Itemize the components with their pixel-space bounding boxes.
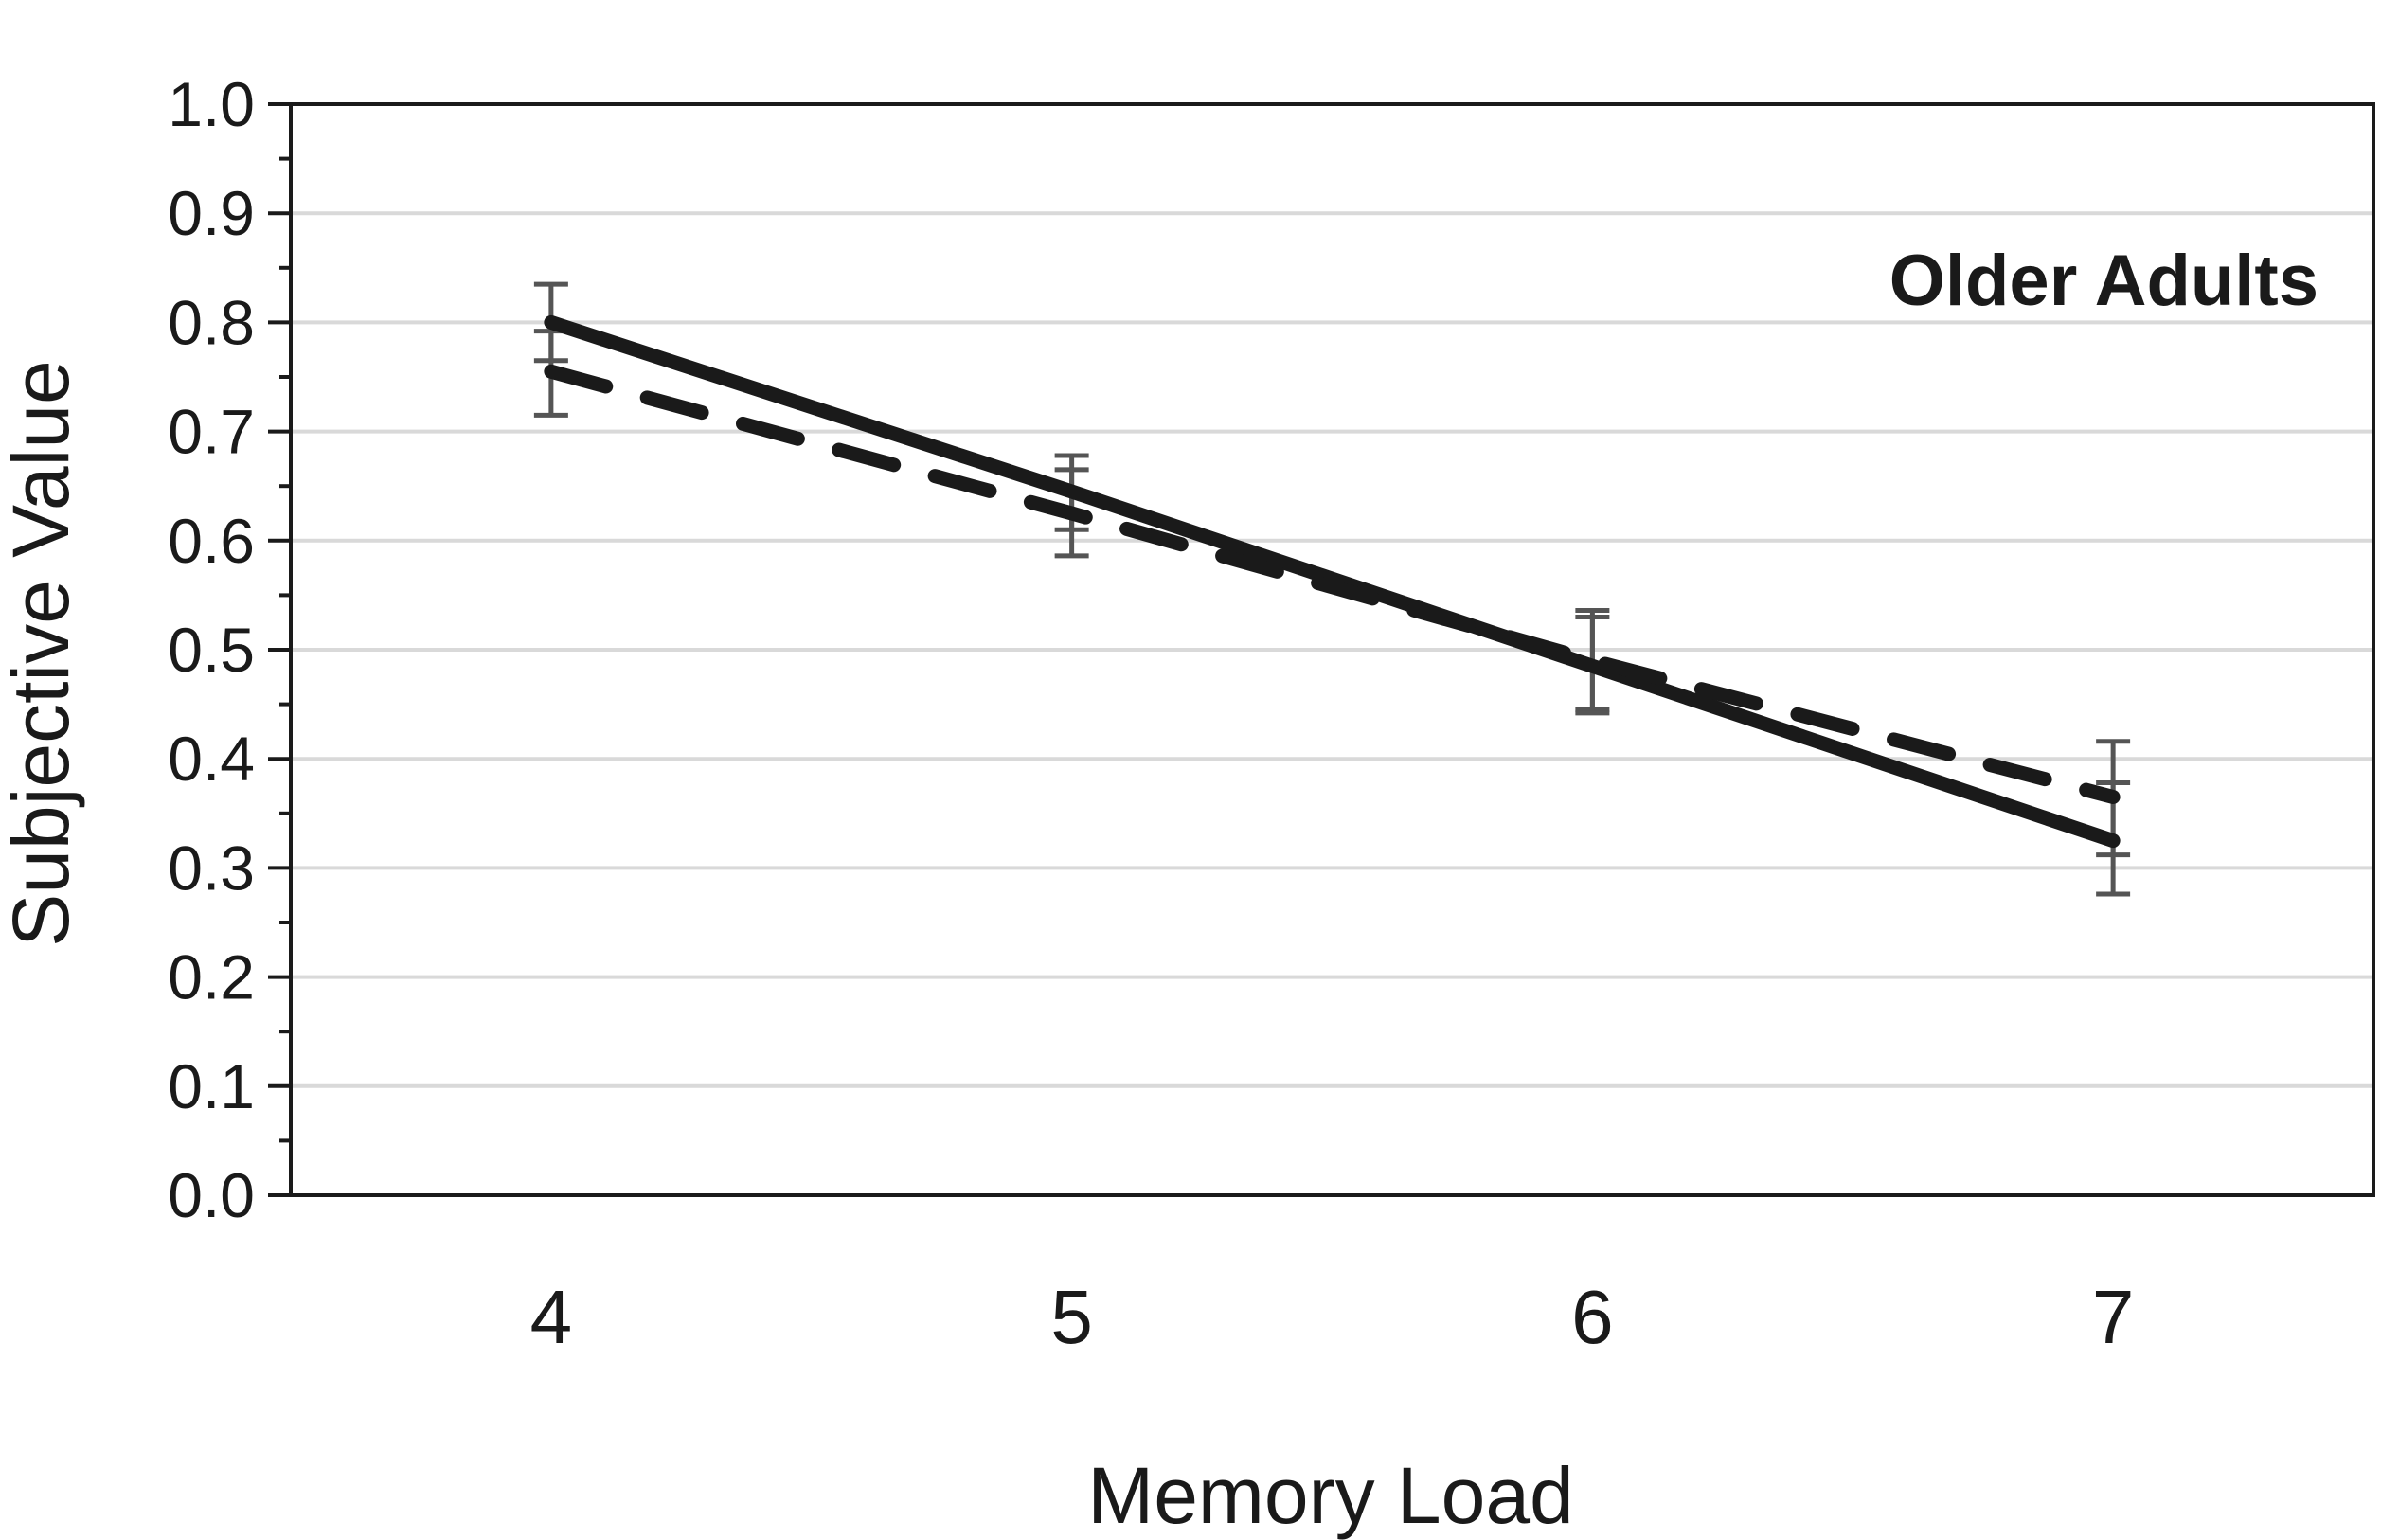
y-tick-label: 0.2: [168, 942, 255, 1012]
x-tick-label: 5: [1050, 1275, 1093, 1359]
series-line-dashed: [544, 364, 2121, 805]
gridlines: [291, 211, 2373, 1088]
y-axis-title: Subjective Value: [0, 360, 85, 947]
labels: 0.0 0.1 0.2 0.3 0.4 0.5 0.6 0.7 0.8 0.9 1.0 4 5 6 7: [168, 69, 2134, 1359]
y-tick-label: 0.5: [168, 615, 255, 685]
y-tick-label: 1.0: [168, 69, 255, 139]
x-axis-title: Memory Load: [1087, 1451, 1574, 1540]
x-tick-label: 4: [530, 1275, 573, 1359]
y-tick-label: 0.9: [168, 178, 255, 248]
y-tick-label: 0.3: [168, 833, 255, 903]
axes: [268, 102, 2375, 1197]
y-tick-label: 0.4: [168, 724, 255, 794]
y-tick-label: 0.1: [168, 1051, 255, 1121]
series-lines: [544, 314, 2121, 849]
x-tick-label: 7: [2092, 1275, 2135, 1359]
panel-label: Older Adults: [1889, 241, 2318, 321]
x-tick-label: 6: [1571, 1275, 1614, 1359]
y-tick-label: 0.7: [168, 397, 255, 467]
y-tick-label: 0.0: [168, 1160, 255, 1230]
plot-frame: [289, 102, 2375, 1197]
series-line-solid: [544, 314, 2121, 849]
y-tick-label: 0.8: [168, 287, 255, 357]
y-tick-label: 0.6: [168, 506, 255, 576]
